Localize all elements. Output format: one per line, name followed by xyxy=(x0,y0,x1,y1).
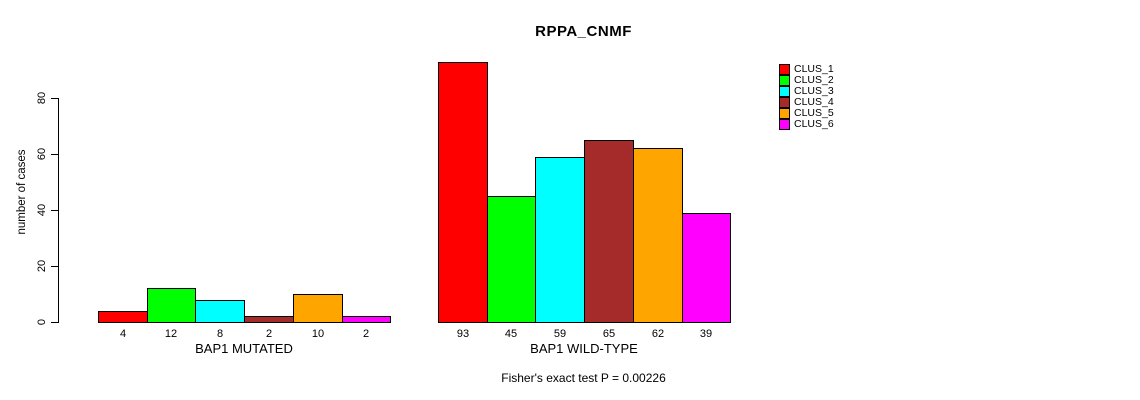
bar xyxy=(487,196,536,323)
legend-item: CLUS_5 xyxy=(779,108,834,119)
legend-swatch xyxy=(779,97,790,108)
bar xyxy=(682,213,731,323)
bar-value-label: 4 xyxy=(119,328,127,340)
legend-swatch xyxy=(779,86,790,97)
y-axis-label: number of cases xyxy=(16,149,28,235)
bar-value-label: 2 xyxy=(362,328,370,340)
y-tick-mark xyxy=(51,322,58,323)
annotation-text: Fisher's exact test P = 0.00226 xyxy=(501,371,666,385)
bar xyxy=(293,294,343,323)
legend-swatch xyxy=(779,75,790,86)
legend-label: CLUS_4 xyxy=(794,96,834,108)
bar xyxy=(584,140,634,323)
bar xyxy=(633,148,683,323)
bar-value-label: 39 xyxy=(699,328,713,340)
legend-item: CLUS_2 xyxy=(779,75,834,86)
bar xyxy=(98,311,148,323)
bar-value-label: 93 xyxy=(456,328,470,340)
bar-value-label: 65 xyxy=(602,328,616,340)
legend-item: CLUS_6 xyxy=(779,119,834,130)
bar-value-label: 62 xyxy=(651,328,665,340)
x-group-label: BAP1 MUTATED xyxy=(195,341,293,356)
legend-label: CLUS_5 xyxy=(794,107,834,119)
legend-swatch xyxy=(779,119,790,130)
bar-value-label: 10 xyxy=(311,328,325,340)
y-tick-label: 20 xyxy=(36,259,48,273)
bar xyxy=(342,316,391,323)
y-tick-label: 80 xyxy=(36,91,48,105)
legend-label: CLUS_1 xyxy=(794,63,834,75)
bar-value-label: 59 xyxy=(553,328,567,340)
y-tick-mark xyxy=(51,98,58,99)
y-tick-mark xyxy=(51,210,58,211)
y-tick-label: 40 xyxy=(36,203,48,217)
legend-label: CLUS_3 xyxy=(794,85,834,97)
bar xyxy=(195,300,245,323)
y-axis-line xyxy=(58,98,59,323)
bar-value-label: 2 xyxy=(265,328,273,340)
x-group-label: BAP1 WILD-TYPE xyxy=(530,341,638,356)
legend-item: CLUS_3 xyxy=(779,86,834,97)
legend-label: CLUS_2 xyxy=(794,74,834,86)
y-tick-label: 60 xyxy=(36,147,48,161)
y-tick-mark xyxy=(51,154,58,155)
bar xyxy=(244,316,294,323)
legend-item: CLUS_4 xyxy=(779,97,834,108)
legend-swatch xyxy=(779,108,790,119)
bar-value-label: 12 xyxy=(164,328,178,340)
legend-item: CLUS_1 xyxy=(779,64,834,75)
bar-value-label: 45 xyxy=(504,328,518,340)
y-tick-label: 0 xyxy=(36,318,48,326)
bar xyxy=(147,288,196,323)
legend-label: CLUS_6 xyxy=(794,118,834,130)
bar-value-label: 8 xyxy=(216,328,224,340)
bar xyxy=(535,157,585,323)
bar xyxy=(438,62,488,323)
y-tick-mark xyxy=(51,266,58,267)
chart-title: RPPA_CNMF xyxy=(535,23,632,40)
legend-swatch xyxy=(779,64,790,75)
